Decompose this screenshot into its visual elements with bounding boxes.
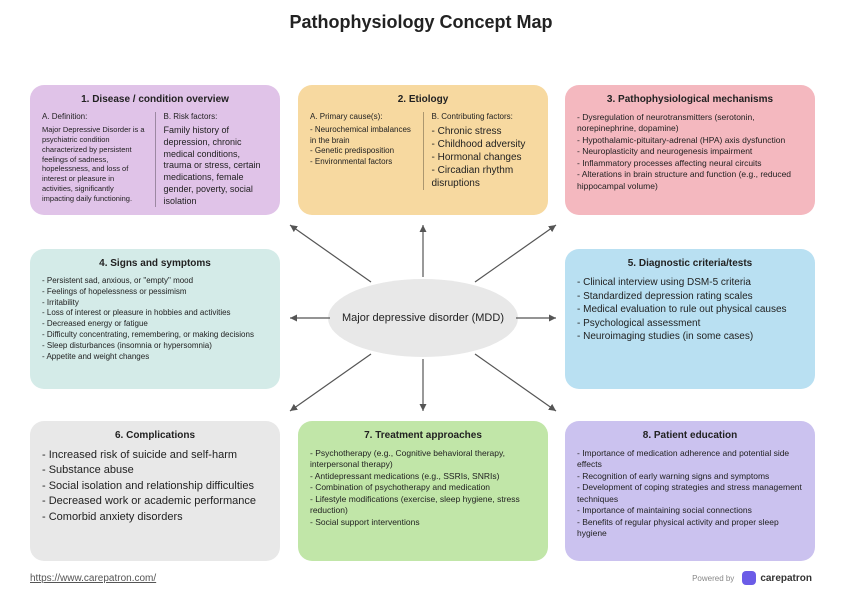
box-title: 5. Diagnostic criteria/tests <box>577 257 803 270</box>
box-title: 6. Complications <box>42 429 268 442</box>
box-content: - Increased risk of suicide and self-har… <box>42 448 268 525</box>
sub-label: A. Primary cause(s): <box>310 112 415 122</box>
powered-label: Powered by <box>692 574 734 583</box>
box-title: 2. Etiology <box>310 93 536 106</box>
box-content: - Persistent sad, anxious, or "empty" mo… <box>42 276 268 362</box>
sub-label: B. Contributing factors: <box>432 112 537 122</box>
concept-map: 1. Disease / condition overview A. Defin… <box>0 41 842 551</box>
box-content: - Clinical interview using DSM-5 criteri… <box>577 276 803 344</box>
box-etiology: 2. Etiology A. Primary cause(s): - Neuro… <box>298 85 548 215</box>
box-signs-symptoms: 4. Signs and symptoms - Persistent sad, … <box>30 249 280 389</box>
box-content: - Dysregulation of neurotransmitters (se… <box>577 112 803 192</box>
sub-text: Major Depressive Disorder is a psychiatr… <box>42 125 147 203</box>
sub-text: Family history of depression, chronic me… <box>164 125 269 207</box>
center-node: Major depressive disorder (MDD) <box>328 279 518 357</box>
box-diagnostic: 5. Diagnostic criteria/tests - Clinical … <box>565 249 815 389</box>
box-mechanisms: 3. Pathophysiological mechanisms - Dysre… <box>565 85 815 215</box>
footer: https://www.carepatron.com/ Powered by c… <box>30 571 812 585</box>
box-title: 4. Signs and symptoms <box>42 257 268 270</box>
box-disease-overview: 1. Disease / condition overview A. Defin… <box>30 85 280 215</box>
sub-label: B. Risk factors: <box>164 112 269 122</box>
brand: Powered by carepatron <box>692 571 812 585</box>
box-title: 8. Patient education <box>577 429 803 442</box>
brand-logo-icon <box>742 571 756 585</box>
footer-url[interactable]: https://www.carepatron.com/ <box>30 573 156 584</box>
page-title: Pathophysiology Concept Map <box>0 0 842 41</box>
sub-text: - Neurochemical imbalances in the brain … <box>310 125 415 167</box>
sub-label: A. Definition: <box>42 112 147 122</box>
box-content: - Importance of medication adherence and… <box>577 448 803 540</box>
box-complications: 6. Complications - Increased risk of sui… <box>30 421 280 561</box>
box-patient-education: 8. Patient education - Importance of med… <box>565 421 815 561</box>
center-label: Major depressive disorder (MDD) <box>342 312 504 324</box>
sub-text: - Chronic stress - Childhood adversity -… <box>432 125 537 190</box>
brand-name: carepatron <box>760 573 812 584</box>
box-treatment: 7. Treatment approaches - Psychotherapy … <box>298 421 548 561</box>
box-title: 3. Pathophysiological mechanisms <box>577 93 803 106</box>
box-title: 7. Treatment approaches <box>310 429 536 442</box>
box-title: 1. Disease / condition overview <box>42 93 268 106</box>
box-content: - Psychotherapy (e.g., Cognitive behavio… <box>310 448 536 528</box>
